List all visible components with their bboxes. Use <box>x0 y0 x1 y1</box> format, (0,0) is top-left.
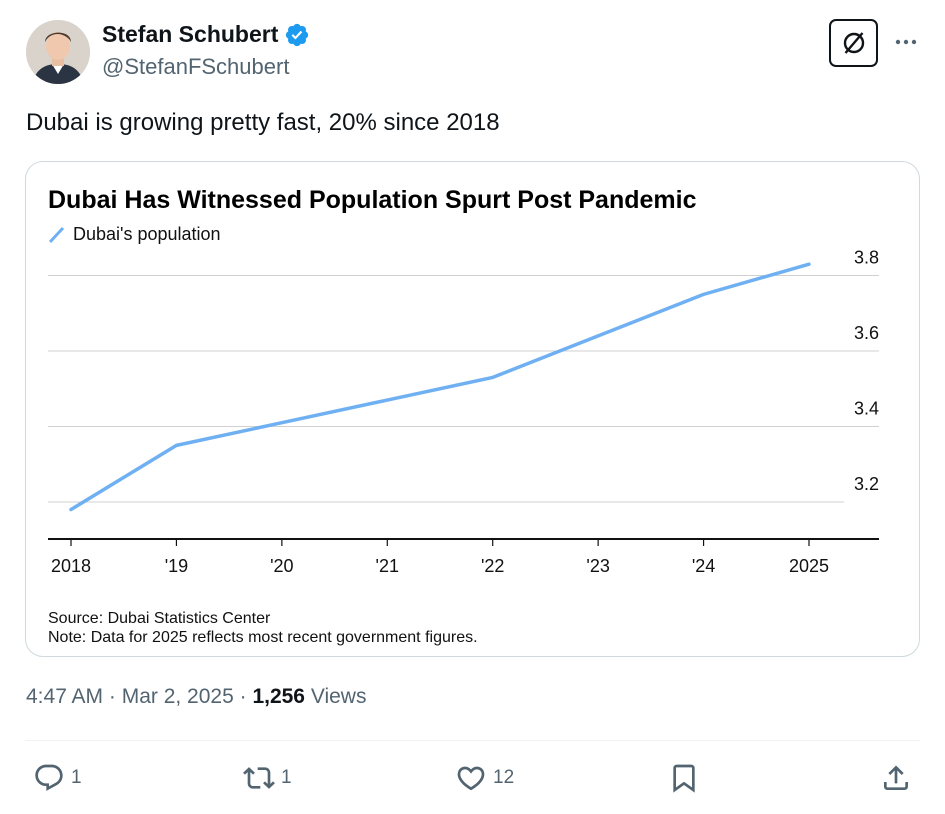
tweet-text: Dubai is growing pretty fast, 20% since … <box>26 109 500 136</box>
reply-count: 1 <box>71 767 82 788</box>
author-name[interactable]: Stefan Schubert <box>102 21 279 47</box>
tweet-time[interactable]: 4:47 AM · Mar 2, 2025 · <box>26 685 253 708</box>
legend-label: Dubai's population <box>73 224 221 244</box>
chart-source: Source: Dubai Statistics Center <box>48 610 271 627</box>
author-name-row[interactable]: Stefan Schubert <box>102 21 310 48</box>
more-button[interactable] <box>891 27 921 57</box>
share-button[interactable] <box>880 760 912 796</box>
repost-icon <box>243 767 275 789</box>
more-dots-icon <box>895 39 917 45</box>
legend-swatch <box>48 226 65 244</box>
avatar-image <box>26 20 90 84</box>
tweet-meta: 4:47 AM · Mar 2, 2025 · 1,256 Views <box>26 685 366 709</box>
reply-button[interactable]: 1 <box>33 760 82 796</box>
x-tick-label: '24 <box>692 556 715 576</box>
y-tick-label: 3.8 <box>854 248 879 268</box>
avatar[interactable] <box>26 20 90 84</box>
grok-icon <box>843 32 864 54</box>
divider <box>25 740 920 741</box>
reply-icon <box>35 764 63 791</box>
y-tick-label: 3.6 <box>854 323 879 343</box>
views-count: 1,256 <box>252 685 305 708</box>
x-tick-label: '20 <box>270 556 293 576</box>
like-button[interactable]: 12 <box>455 760 514 796</box>
bookmark-button[interactable] <box>668 760 700 796</box>
repost-button[interactable]: 1 <box>243 760 292 796</box>
population-series-line <box>69 262 811 512</box>
x-tick-label: 2025 <box>789 556 829 576</box>
bookmark-icon <box>673 764 695 793</box>
x-tick-label: '23 <box>586 556 609 576</box>
chart-title: Dubai Has Witnessed Population Spurt Pos… <box>48 186 697 214</box>
views-label: Views <box>305 685 367 708</box>
heart-icon <box>457 766 485 791</box>
grok-button[interactable] <box>829 19 878 67</box>
chart-note: Note: Data for 2025 reflects most recent… <box>48 629 478 646</box>
share-icon <box>884 765 908 790</box>
x-tick-label: '21 <box>376 556 399 576</box>
y-tick-label: 3.2 <box>854 474 879 494</box>
chart-card[interactable]: Dubai Has Witnessed Population Spurt Pos… <box>25 161 920 657</box>
verified-badge-icon <box>286 23 309 46</box>
population-chart: Dubai Has Witnessed Population Spurt Pos… <box>48 186 879 646</box>
x-tick-label: '22 <box>481 556 504 576</box>
repost-count: 1 <box>281 767 292 788</box>
like-count: 12 <box>493 767 515 788</box>
y-tick-label: 3.4 <box>854 399 879 419</box>
author-handle[interactable]: @StefanFSchubert <box>102 54 290 79</box>
x-tick-label: 2018 <box>51 556 91 576</box>
x-tick-label: '19 <box>165 556 188 576</box>
